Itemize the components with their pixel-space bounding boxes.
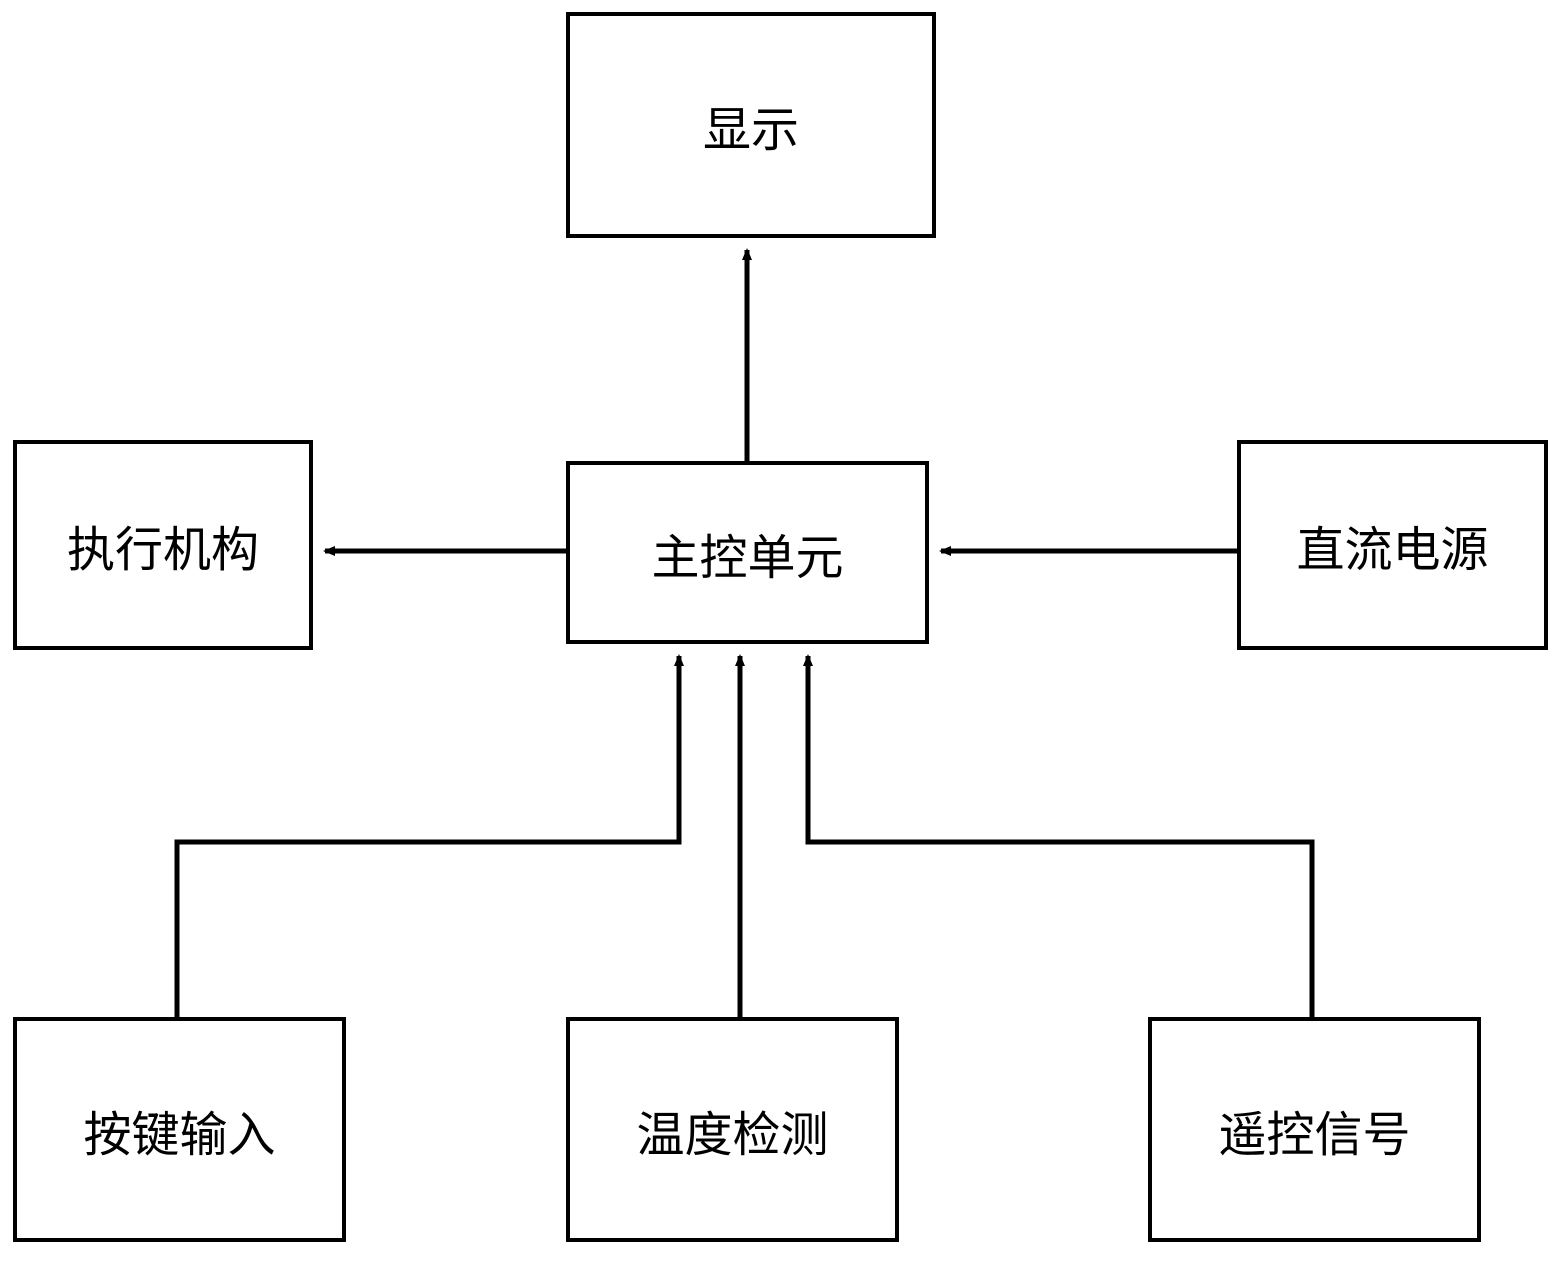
edge-keyinput-to-main: [177, 656, 679, 1017]
node-main-control-label: 主控单元: [651, 518, 843, 588]
node-dc-power-label: 直流电源: [1296, 510, 1488, 580]
node-remote-signal-label: 遥控信号: [1218, 1095, 1410, 1165]
node-remote-signal: 遥控信号: [1148, 1017, 1481, 1242]
node-actuator: 执行机构: [13, 440, 313, 650]
node-temp-detect-label: 温度检测: [636, 1095, 828, 1165]
node-temp-detect: 温度检测: [566, 1017, 899, 1242]
node-main-control: 主控单元: [566, 461, 929, 644]
edge-remotesignal-to-main: [808, 656, 1312, 1017]
node-key-input: 按键输入: [13, 1017, 346, 1242]
node-actuator-label: 执行机构: [67, 510, 259, 580]
node-display: 显示: [566, 12, 936, 238]
node-display-label: 显示: [703, 90, 799, 160]
node-key-input-label: 按键输入: [83, 1095, 275, 1165]
flowchart-diagram: 显示 执行机构 主控单元 直流电源 按键输入 温度检测 遥控信号: [0, 0, 1561, 1287]
node-dc-power: 直流电源: [1237, 440, 1548, 650]
